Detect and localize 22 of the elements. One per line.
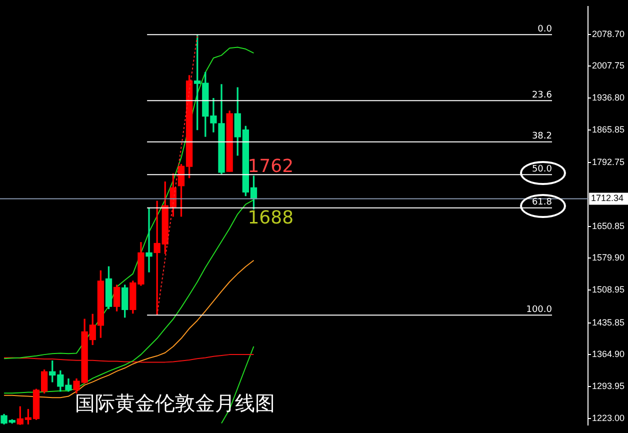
y-tick-label: 2007.75 bbox=[592, 60, 625, 71]
annotation: 1762 bbox=[248, 156, 294, 178]
ref-line-label: 1712.34 bbox=[591, 193, 624, 204]
annotation: 0.0 bbox=[538, 24, 552, 35]
annotation: 1688 bbox=[248, 207, 294, 228]
annotation: 38.2 bbox=[532, 132, 552, 142]
annotation: 50.0 bbox=[532, 164, 552, 174]
y-tick-label: 1865.85 bbox=[592, 124, 625, 134]
y-tick-label: 1508.95 bbox=[592, 284, 625, 294]
annotation: 100.0 bbox=[526, 304, 552, 315]
y-tick-label: 1223.00 bbox=[592, 412, 625, 423]
annotation: 23.6 bbox=[532, 90, 552, 100]
annotation: 61.8 bbox=[532, 198, 552, 208]
text: 国际黄金伦敦金月线图 bbox=[75, 390, 275, 417]
y-tick-label: 1792.75 bbox=[592, 157, 625, 168]
y-tick-label: 1293.95 bbox=[592, 380, 625, 391]
y-tick-label: 1579.90 bbox=[592, 252, 625, 263]
y-tick-label: 1650.85 bbox=[592, 220, 625, 231]
y-tick-label: 1435.85 bbox=[592, 317, 625, 328]
y-tick-label: 2078.70 bbox=[592, 28, 625, 39]
y-tick-label: 1936.80 bbox=[592, 92, 625, 102]
y-tick-label: 1364.90 bbox=[592, 349, 625, 360]
